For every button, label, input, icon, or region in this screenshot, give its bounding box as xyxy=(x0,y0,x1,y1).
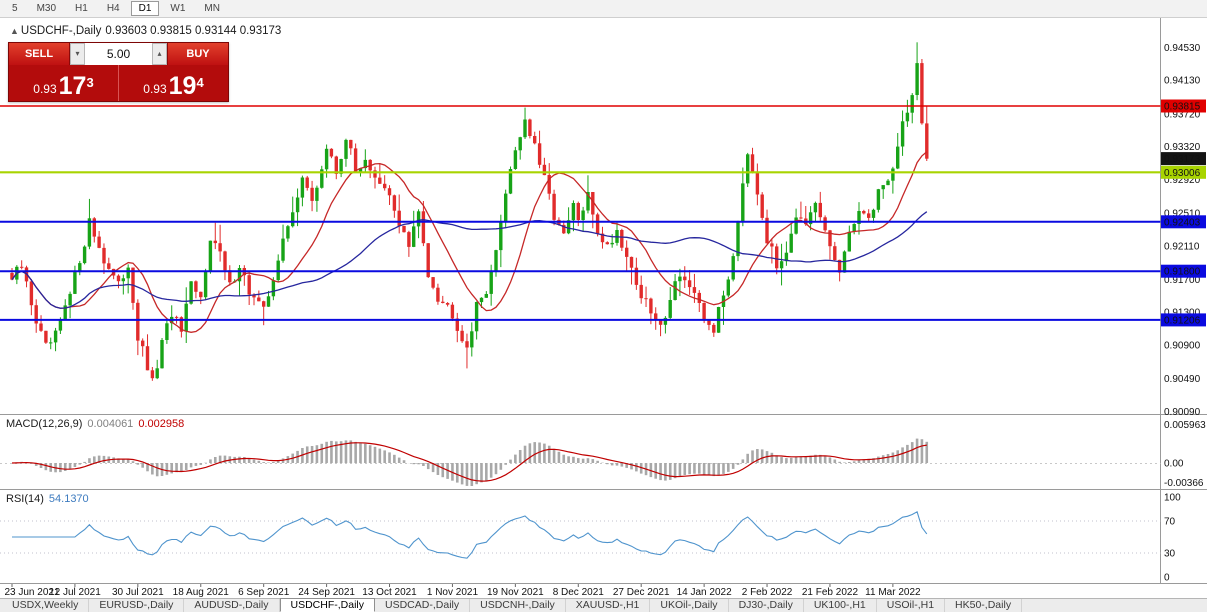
date-axis-label: 11 Mar 2022 xyxy=(865,587,921,598)
tab-usdcad-daily[interactable]: USDCAD-,Daily xyxy=(375,599,471,612)
price-tag[interactable] xyxy=(1161,264,1206,278)
timeframe-mn[interactable]: MN xyxy=(196,1,228,16)
timeframe-m30[interactable]: M30 xyxy=(29,1,64,16)
sell-price-digits: 17 xyxy=(58,72,87,100)
rsi-axis-label: 30 xyxy=(1164,549,1176,560)
timeframe-5[interactable]: 5 xyxy=(4,1,26,16)
date-axis-label: 30 Jul 2021 xyxy=(112,587,164,598)
volume-increase-button[interactable]: ▴ xyxy=(152,43,167,65)
chart-tabs-bar: USDX,Weekly EURUSD-,Daily AUDUSD-,Daily USD… xyxy=(0,598,1207,612)
price-axis-label: 0.91700 xyxy=(1164,275,1201,286)
price-axis-label: 0.92920 xyxy=(1164,175,1201,186)
tab-dj30-daily[interactable]: DJ30-,Daily xyxy=(729,599,804,612)
volume-input[interactable] xyxy=(85,43,152,65)
date-axis-label: 21 Feb 2022 xyxy=(802,587,859,598)
price-tag-label: 0.93006 xyxy=(1164,168,1201,179)
macd-signal-line xyxy=(11,442,927,482)
tab-uk100-h1[interactable]: UK100-,H1 xyxy=(804,599,877,612)
price-tag[interactable] xyxy=(1161,215,1206,229)
rsi-value: 54.1370 xyxy=(48,493,89,505)
rsi-name: RSI(14) xyxy=(6,493,44,505)
date-axis-label: 23 Jun 2021 xyxy=(4,587,59,598)
collapse-panel-icon[interactable]: ▲ xyxy=(10,26,19,36)
date-axis-label: 1 Nov 2021 xyxy=(427,587,479,598)
macd-axis-label: -0.00366 xyxy=(1164,478,1204,489)
date-axis-label: 2 Feb 2022 xyxy=(742,587,793,598)
timeframe-h1[interactable]: H1 xyxy=(67,1,96,16)
rsi-axis-label: 70 xyxy=(1164,517,1176,528)
macd-axis-label: 0.005963 xyxy=(1164,420,1206,431)
timeframe-h4[interactable]: H4 xyxy=(99,1,128,16)
ma-slow-line xyxy=(11,211,928,309)
tab-usdchf-daily[interactable]: USDCHF-,Daily xyxy=(279,598,376,612)
macd-main-value: 0.004061 xyxy=(87,418,134,430)
tab-ukoil-daily[interactable]: UKOil-,Daily xyxy=(650,599,729,612)
rsi-line xyxy=(12,510,928,559)
price-axis-label: 0.94530 xyxy=(1164,43,1201,54)
price-axis-label: 0.91300 xyxy=(1164,308,1201,319)
date-axis-label: 12 Jul 2021 xyxy=(49,587,101,598)
date-axis-label: 6 Sep 2021 xyxy=(238,587,290,598)
price-axis-label: 0.93720 xyxy=(1164,109,1201,120)
chart-symbol-label: USDCHF-,Daily xyxy=(20,25,102,37)
tab-eurusd-daily[interactable]: EURUSD-,Daily xyxy=(89,599,185,612)
date-axis-label: 24 Sep 2021 xyxy=(298,587,355,598)
macd-name: MACD(12,26,9) xyxy=(6,418,83,430)
tab-xauusd-h1[interactable]: XAUUSD-,H1 xyxy=(566,599,651,612)
price-tag[interactable] xyxy=(1161,165,1206,179)
volume-spinner: ▾ ▴ xyxy=(69,43,168,65)
buy-button[interactable]: BUY xyxy=(168,43,228,65)
date-axis-label: 13 Oct 2021 xyxy=(362,587,417,598)
sell-button[interactable]: SELL xyxy=(9,43,69,65)
date-axis-label: 27 Dec 2021 xyxy=(613,587,670,598)
date-axis-label: 18 Aug 2021 xyxy=(173,587,230,598)
price-axis-label: 0.94130 xyxy=(1164,76,1201,87)
sell-price[interactable]: 0.93 17 3 xyxy=(9,65,118,101)
price-axis-label: 0.90490 xyxy=(1164,374,1201,385)
timeframe-toolbar: 5 M30 H1 H4 D1 W1 MN xyxy=(0,0,1207,18)
price-axis-label: 0.93320 xyxy=(1164,142,1201,153)
price-axis-label: 0.92110 xyxy=(1164,241,1200,252)
sell-price-pip: 3 xyxy=(86,75,94,90)
volume-decrease-button[interactable]: ▾ xyxy=(70,43,85,65)
price-tag[interactable] xyxy=(1161,313,1206,327)
tab-usdcnh-daily[interactable]: USDCNH-,Daily xyxy=(470,599,566,612)
tab-audusd-daily[interactable]: AUDUSD-,Daily xyxy=(184,599,280,612)
macd-axis-label: 0.00 xyxy=(1164,459,1184,470)
tab-usdx-weekly[interactable]: USDX,Weekly xyxy=(2,599,90,612)
ma-fast-line xyxy=(11,151,928,333)
date-axis-label: 19 Nov 2021 xyxy=(487,587,544,598)
one-click-trading-panel: SELL ▾ ▴ BUY 0.93 17 3 0.93 19 4 xyxy=(8,42,229,102)
tab-hk50-daily[interactable]: HK50-,Daily xyxy=(945,599,1023,612)
price-axis-label: 0.90900 xyxy=(1164,341,1201,352)
rsi-axis-label: 100 xyxy=(1164,493,1181,504)
price-tag-label: 0.92403 xyxy=(1164,217,1201,228)
buy-price-pip: 4 xyxy=(196,75,204,90)
price-tag-label: 0.93815 xyxy=(1164,102,1201,113)
price-axis-label: 0.90090 xyxy=(1164,407,1201,418)
price-tag-label: 0.91206 xyxy=(1164,315,1201,326)
date-axis-label: 14 Jan 2022 xyxy=(677,587,732,598)
price-tag[interactable] xyxy=(1161,152,1206,166)
price-tag[interactable] xyxy=(1161,99,1206,113)
buy-price-digits: 19 xyxy=(168,72,197,100)
tab-usoil-h1[interactable]: USOil-,H1 xyxy=(877,599,946,612)
sell-price-prefix: 0.93 xyxy=(33,82,57,96)
chart-ohlc-values: 0.93603 0.93815 0.93144 0.93173 xyxy=(105,25,282,37)
macd-signal-value: 0.002958 xyxy=(138,418,185,430)
macd-indicator-label: MACD(12,26,9) 0.004061 0.002958 xyxy=(6,418,184,430)
rsi-indicator-label: RSI(14) 54.1370 xyxy=(6,493,89,505)
rsi-axis-label: 0 xyxy=(1164,573,1170,584)
price-axis-label: 0.92510 xyxy=(1164,209,1201,220)
buy-price[interactable]: 0.93 19 4 xyxy=(118,65,228,101)
date-axis-label: 8 Dec 2021 xyxy=(553,587,605,598)
buy-price-prefix: 0.93 xyxy=(143,82,167,96)
timeframe-d1[interactable]: D1 xyxy=(130,1,160,16)
price-tag-label: 0.91800 xyxy=(1164,267,1201,278)
chart-ohlc-header: ▲ USDCHF-,Daily 0.93603 0.93815 0.93144 0.… xyxy=(10,25,285,37)
candles xyxy=(10,42,929,381)
timeframe-w1[interactable]: W1 xyxy=(162,1,193,16)
price-tag-label: 0.93173 xyxy=(1164,154,1201,165)
